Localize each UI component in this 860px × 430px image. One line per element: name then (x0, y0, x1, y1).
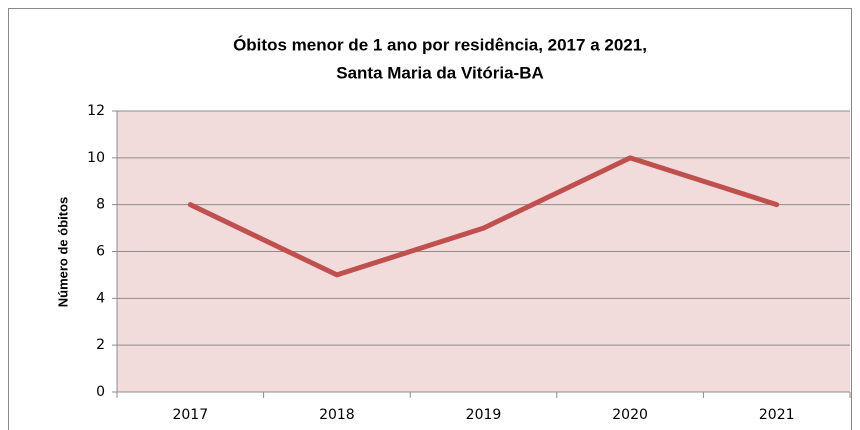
chart-title: Óbitos menor de 1 ano por residência, 20… (233, 35, 647, 54)
y-tick-label: 12 (87, 103, 105, 119)
y-axis-label: Número de óbitos (55, 197, 70, 308)
x-tick-label: 2018 (319, 407, 355, 423)
y-tick-label: 4 (96, 290, 105, 306)
x-tick-label: 2019 (466, 407, 502, 423)
y-tick-label: 10 (87, 150, 105, 166)
data-line (187, 155, 780, 278)
y-tick-label: 0 (96, 384, 105, 400)
chart-title: Santa Maria da Vitória-BA (336, 63, 544, 82)
x-tick-label: 2021 (759, 407, 795, 423)
y-tick-label: 6 (96, 244, 105, 260)
y-tick-label: 2 (96, 337, 105, 353)
x-tick-label: 2020 (612, 407, 648, 423)
x-tick-label: 2017 (172, 407, 208, 423)
y-tick-label: 8 (96, 197, 105, 213)
